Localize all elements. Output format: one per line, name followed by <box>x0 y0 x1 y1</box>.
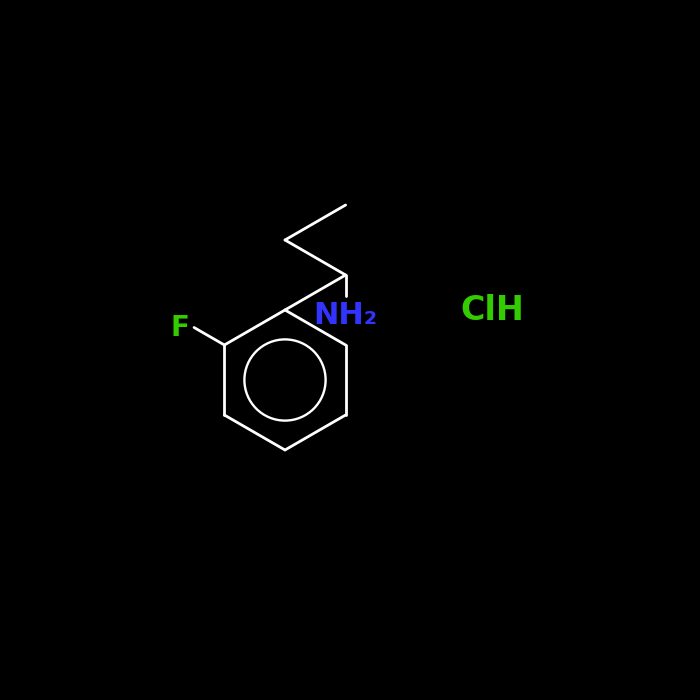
Text: F: F <box>170 314 189 342</box>
Text: ClH: ClH <box>460 293 524 326</box>
Text: NH₂: NH₂ <box>314 301 378 330</box>
